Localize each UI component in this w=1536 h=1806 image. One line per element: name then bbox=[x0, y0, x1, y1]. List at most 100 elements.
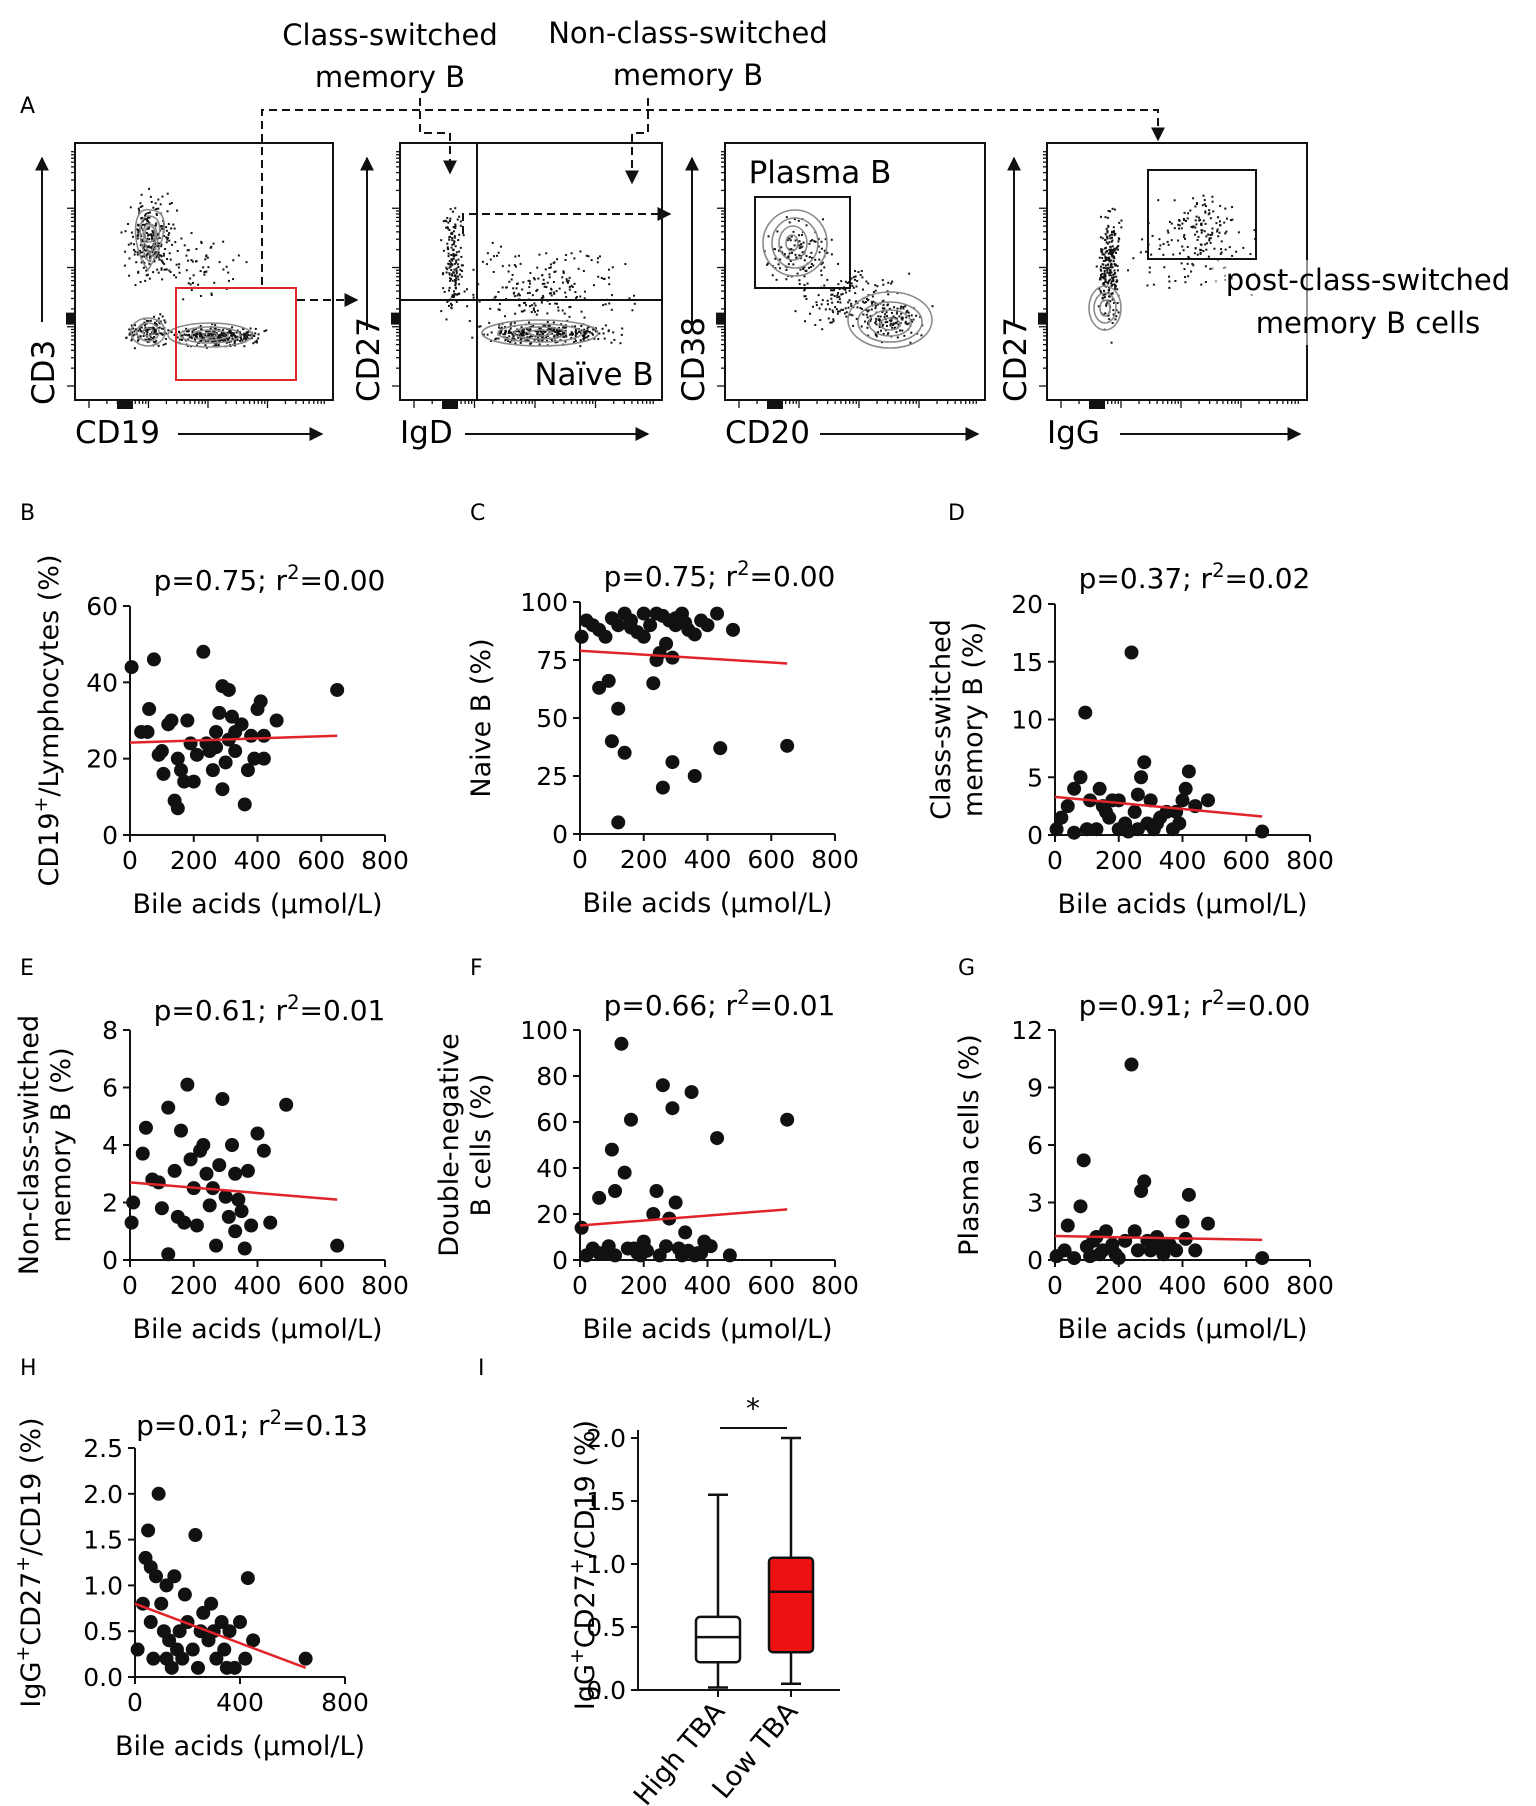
flow-event bbox=[472, 293, 475, 296]
flow-event bbox=[157, 233, 160, 236]
flow-event bbox=[1177, 219, 1180, 222]
flow-event bbox=[489, 307, 492, 310]
flow-event bbox=[1112, 250, 1115, 253]
flow-event bbox=[123, 264, 126, 267]
flow-event bbox=[1177, 239, 1180, 242]
flow-event bbox=[553, 261, 556, 264]
flow-event bbox=[1226, 217, 1229, 220]
data-point bbox=[1255, 824, 1270, 839]
flow-event bbox=[131, 327, 134, 330]
flow-event bbox=[1101, 251, 1104, 254]
data-point bbox=[780, 738, 795, 753]
flow-event bbox=[518, 254, 521, 257]
data-point bbox=[205, 763, 220, 778]
flow-event bbox=[1099, 265, 1102, 268]
flow-event bbox=[1098, 287, 1101, 290]
flow-y-label: CD27 bbox=[998, 317, 1034, 402]
flow-event bbox=[1182, 249, 1185, 252]
flow-event bbox=[559, 329, 562, 332]
y-axis-label: Plasma cells (%) bbox=[954, 1034, 985, 1256]
flow-event bbox=[514, 332, 517, 335]
flow-event bbox=[553, 330, 556, 333]
flow-event bbox=[193, 338, 196, 341]
flow-event bbox=[541, 332, 544, 335]
flow-event bbox=[169, 258, 172, 261]
flow-event bbox=[1196, 238, 1199, 241]
flow-event bbox=[446, 226, 449, 229]
data-point bbox=[143, 1615, 158, 1630]
flow-event bbox=[148, 328, 151, 331]
flow-event bbox=[891, 280, 894, 283]
flow-event bbox=[511, 337, 514, 340]
flow-event bbox=[583, 290, 586, 293]
flow-y-label: CD38 bbox=[676, 317, 712, 402]
flow-event bbox=[257, 333, 260, 336]
flow-event bbox=[152, 340, 155, 343]
x-tick-label: 400 bbox=[1159, 846, 1207, 875]
data-point bbox=[246, 1633, 261, 1648]
flow-event bbox=[517, 330, 520, 333]
flow-event bbox=[460, 275, 463, 278]
flow-event bbox=[451, 273, 454, 276]
x-tick-label: 0 bbox=[572, 1271, 588, 1300]
flow-event bbox=[218, 334, 221, 337]
flow-event bbox=[866, 326, 869, 329]
flow-event bbox=[579, 345, 582, 348]
flow-event bbox=[803, 266, 806, 269]
panel-letter-d: D bbox=[948, 501, 965, 526]
flow-event bbox=[534, 304, 537, 307]
flow-event bbox=[845, 311, 848, 314]
x-tick-label: 200 bbox=[620, 1271, 668, 1300]
flow-event bbox=[1223, 221, 1226, 224]
data-point bbox=[189, 747, 204, 762]
flow-event bbox=[152, 271, 155, 274]
flow-event bbox=[826, 251, 829, 254]
flow-event bbox=[1104, 264, 1107, 267]
flow-plot-cd19-cd3: CD19 CD3 bbox=[26, 142, 334, 451]
flow-event bbox=[1181, 245, 1184, 248]
flow-event bbox=[575, 295, 578, 298]
flow-event bbox=[137, 338, 140, 341]
flow-event bbox=[1120, 219, 1123, 222]
flow-event bbox=[456, 263, 459, 266]
flow-event bbox=[453, 226, 456, 229]
flow-event bbox=[1188, 256, 1191, 259]
flow-event bbox=[1209, 237, 1212, 240]
flow-event bbox=[583, 328, 586, 331]
flow-event bbox=[249, 327, 252, 330]
flow-event bbox=[580, 329, 583, 332]
flow-event bbox=[466, 305, 469, 308]
flow-event bbox=[832, 311, 835, 314]
flow-event bbox=[1108, 274, 1111, 277]
flow-event bbox=[451, 210, 454, 213]
flow-event bbox=[520, 334, 523, 337]
flow-event bbox=[199, 334, 202, 337]
flow-event bbox=[856, 306, 859, 309]
flow-event bbox=[454, 281, 457, 284]
flow-event bbox=[570, 333, 573, 336]
flow-event bbox=[798, 283, 801, 286]
flow-event bbox=[157, 317, 160, 320]
flow-event bbox=[209, 246, 212, 249]
flow-event bbox=[883, 315, 886, 318]
flow-event bbox=[1108, 289, 1111, 292]
flow-event bbox=[580, 310, 583, 313]
flow-event bbox=[228, 336, 231, 339]
flow-event bbox=[514, 255, 517, 258]
flow-event bbox=[835, 308, 838, 311]
flow-event bbox=[225, 334, 228, 337]
flow-event bbox=[229, 331, 232, 334]
flow-event bbox=[1220, 248, 1223, 251]
flow-x-tick-cluster bbox=[1089, 401, 1105, 409]
flow-event bbox=[611, 294, 614, 297]
data-point bbox=[1143, 793, 1158, 808]
flow-event bbox=[545, 336, 548, 339]
flow-event bbox=[874, 320, 877, 323]
x-tick-label: 600 bbox=[1222, 846, 1270, 875]
flow-event bbox=[134, 250, 137, 253]
flow-event bbox=[144, 328, 147, 331]
flow-event bbox=[243, 332, 246, 335]
flow-event bbox=[557, 309, 560, 312]
flow-event bbox=[194, 334, 197, 337]
